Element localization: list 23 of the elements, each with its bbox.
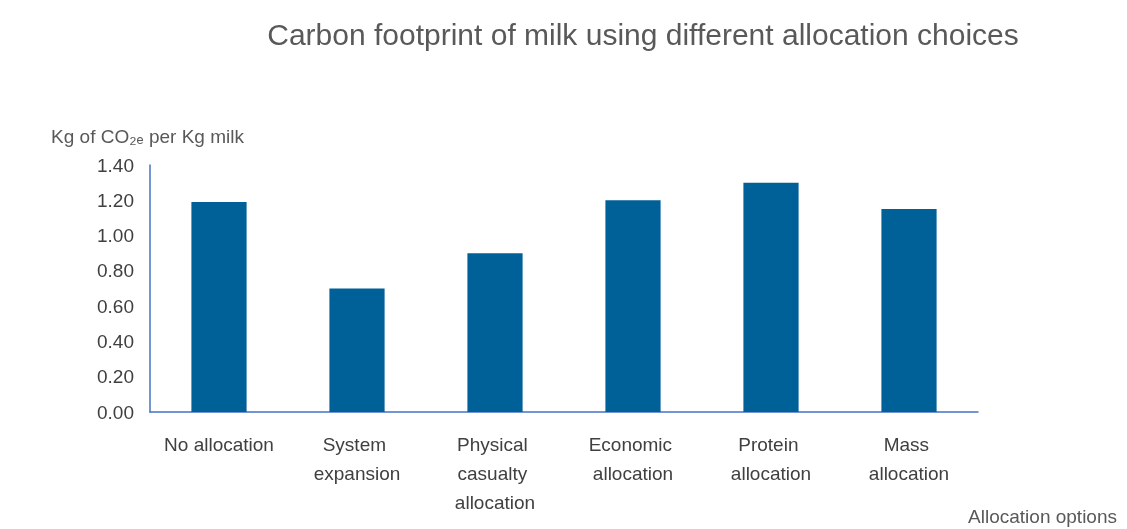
x-tick-label: Protein allocation [730, 434, 812, 484]
x-tick-label: No allocation [164, 434, 274, 455]
y-tick-label: 1.00 [97, 225, 134, 247]
y-axis-title: Kg of CO₂ₑ per Kg milk [51, 125, 245, 147]
x-tick-label: System expansion [313, 434, 401, 484]
y-tick-label: 0.00 [97, 401, 134, 423]
y-tick-label: 0.40 [97, 330, 134, 352]
y-tick-label: 1.40 [97, 154, 134, 176]
y-tick-label: 0.60 [97, 295, 134, 317]
y-tick-label: 1.20 [97, 189, 134, 211]
bar [467, 253, 523, 412]
x-axis-title: Allocation options [968, 506, 1118, 527]
y-tick-label: 0.80 [97, 260, 134, 282]
x-tick-label: Physical casualty allocation [454, 434, 536, 513]
bar [881, 209, 937, 412]
bar [329, 288, 385, 412]
bar [191, 202, 247, 412]
chart-title: Carbon footprint of milk using different allocation choices [267, 17, 1019, 51]
x-tick-label: Economic allocation [588, 434, 678, 484]
y-tick-label: 0.20 [97, 366, 134, 388]
x-tick-label: Mass allocation [868, 434, 950, 484]
bar [605, 200, 661, 412]
bar [743, 182, 799, 412]
